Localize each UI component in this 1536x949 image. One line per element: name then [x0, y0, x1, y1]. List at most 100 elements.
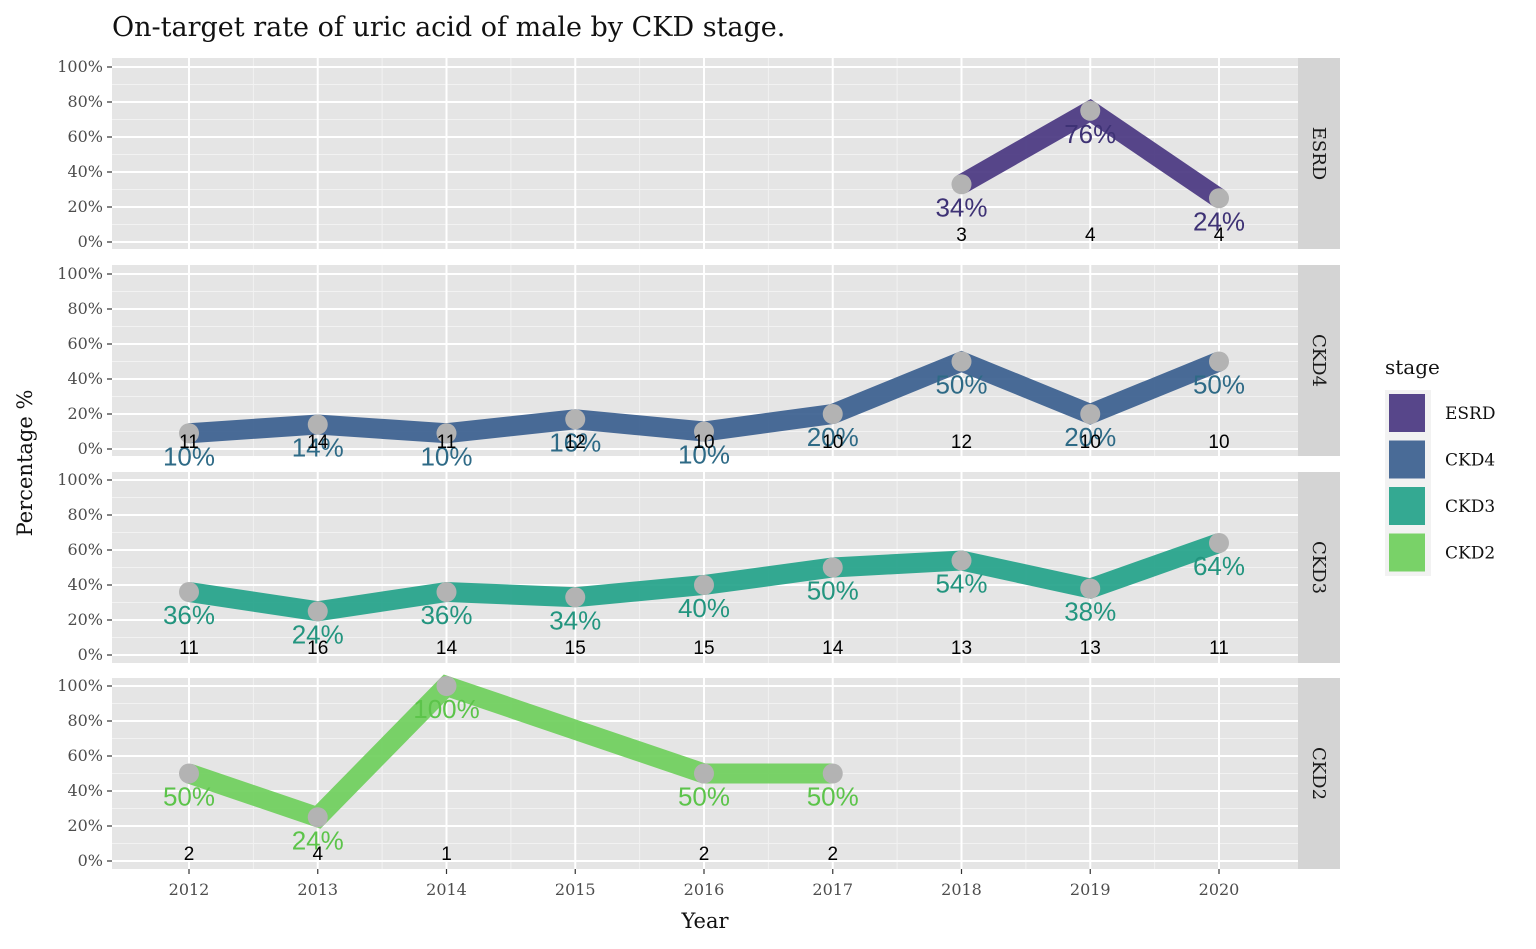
data-label: 38% — [1064, 597, 1116, 627]
x-tick-label: 2013 — [297, 880, 338, 899]
data-label: 40% — [678, 593, 730, 623]
y-tick-label: 0% — [78, 232, 103, 251]
data-point — [565, 409, 586, 430]
data-point — [1209, 351, 1229, 372]
data-point — [822, 557, 843, 578]
y-tick-label: 20% — [67, 197, 103, 216]
count-label: 10 — [822, 432, 843, 453]
data-label: 100% — [413, 694, 480, 724]
y-tick-label: 40% — [67, 369, 103, 388]
y-tick-label: 40% — [67, 575, 103, 594]
y-tick-label: 0% — [78, 645, 103, 664]
data-label: 54% — [935, 569, 987, 599]
y-tick-label: 40% — [67, 781, 103, 800]
data-point — [951, 351, 972, 372]
data-point — [436, 676, 457, 696]
chart-title: On-target rate of uric acid of male by C… — [112, 12, 785, 43]
y-tick-label: 0% — [78, 851, 103, 870]
legend-swatch — [1389, 440, 1425, 479]
y-tick-label: 80% — [67, 299, 103, 318]
data-point — [822, 404, 843, 424]
data-point — [307, 601, 328, 622]
data-point — [822, 763, 843, 784]
data-point — [179, 423, 199, 444]
data-label: 20% — [807, 422, 859, 452]
strip-background — [1298, 265, 1340, 456]
y-tick-label: 0% — [78, 439, 103, 458]
legend-label: ESRD — [1445, 404, 1496, 424]
count-label: 11 — [179, 432, 199, 453]
legend-swatch — [1389, 533, 1425, 572]
legend-swatch — [1389, 394, 1425, 432]
data-label: 10% — [163, 441, 215, 471]
y-tick-label: 40% — [67, 162, 103, 181]
count-label: 13 — [1080, 638, 1101, 659]
data-point — [1080, 404, 1101, 424]
data-label: 24% — [1193, 206, 1245, 236]
data-point — [1080, 578, 1101, 599]
data-point — [694, 763, 714, 784]
data-point — [951, 174, 972, 195]
y-tick-label: 100% — [57, 57, 103, 76]
data-point — [436, 582, 457, 602]
count-label: 12 — [951, 432, 972, 453]
data-label: 34% — [549, 605, 601, 635]
data-label: 20% — [1064, 422, 1116, 452]
count-label: 11 — [179, 638, 199, 659]
data-point — [1080, 100, 1101, 121]
data-label: 50% — [807, 782, 859, 812]
count-label: 2 — [699, 844, 710, 865]
strip-label: ESRD — [1308, 127, 1329, 180]
data-label: 24% — [292, 825, 344, 855]
data-label: 10% — [678, 440, 730, 470]
y-tick-label: 80% — [67, 505, 103, 524]
x-axis: 2012 2013 2014 2015 2016 2017 2018 2019 2020 — [169, 869, 1240, 899]
legend-title: stage — [1385, 355, 1440, 379]
data-label: 50% — [935, 370, 987, 400]
count-label: 4 — [312, 844, 323, 865]
y-tick-label: 80% — [67, 92, 103, 111]
count-label: 3 — [956, 225, 967, 246]
count-label: 10 — [1208, 432, 1229, 453]
data-label: 64% — [1193, 551, 1245, 581]
x-tick-label: 2018 — [941, 880, 982, 899]
panel-ckd2: 0% 20% 40% 60% 80% 100% CKD2 50% 2 24%4 100% 1 50% 2 5… — [57, 674, 1340, 870]
strip-background — [1298, 58, 1340, 249]
data-label: 24% — [292, 619, 344, 649]
x-tick-label: 2014 — [426, 880, 467, 899]
count-label: 4 — [1085, 225, 1096, 246]
y-axis-title: Percentage % — [13, 390, 37, 537]
y-tick-label: 60% — [67, 746, 103, 765]
legend-swatch — [1389, 487, 1425, 525]
count-label: 2 — [184, 844, 195, 865]
data-label: 50% — [1193, 370, 1245, 400]
legend-label: CKD2 — [1445, 544, 1495, 564]
x-tick-label: 2020 — [1199, 880, 1240, 899]
data-point — [694, 575, 714, 595]
count-label: 12 — [565, 432, 586, 453]
x-tick-label: 2016 — [684, 880, 725, 899]
count-label: 14 — [436, 638, 458, 659]
y-tick-label: 100% — [57, 676, 103, 695]
data-label: 34% — [935, 192, 987, 222]
data-label: 76% — [1064, 119, 1116, 149]
data-label: 50% — [163, 782, 215, 812]
x-tick-label: 2012 — [169, 880, 210, 899]
strip-label: CKD4 — [1308, 334, 1329, 387]
data-point — [179, 763, 199, 784]
data-label: 16% — [549, 427, 601, 457]
data-label: 50% — [807, 576, 859, 606]
count-label: 4 — [1214, 225, 1225, 246]
strip-label: CKD3 — [1308, 541, 1329, 594]
strip-background — [1298, 472, 1340, 663]
legend: stage ESRD CKD4 CKD3 CKD2 — [1385, 355, 1496, 576]
count-label: 1 — [441, 844, 452, 865]
y-tick-label: 60% — [67, 127, 103, 146]
data-point — [565, 587, 586, 608]
y-tick-label: 20% — [67, 404, 103, 423]
data-point — [951, 550, 972, 571]
data-point — [307, 414, 328, 435]
